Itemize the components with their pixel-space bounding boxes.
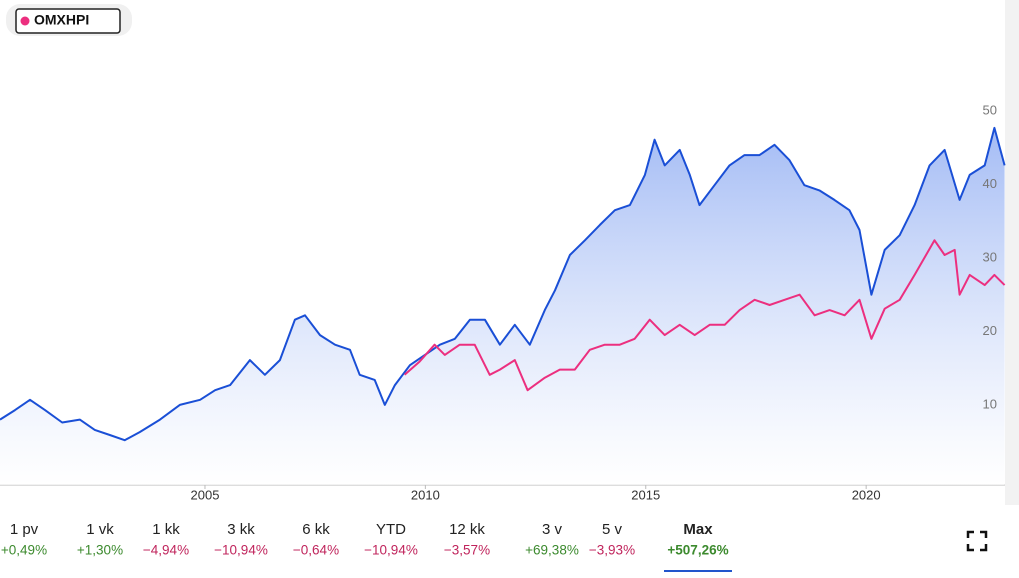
x-tick-label: 2005 — [191, 487, 220, 502]
period-change: −3,93% — [589, 543, 635, 558]
line — [403, 239, 1006, 392]
period-button[interactable]: 1 pv +0,49% — [1, 521, 47, 558]
period-label: 1 vk — [86, 521, 114, 538]
period-button[interactable]: Max +507,26% — [664, 521, 732, 572]
x-tick-label: 2015 — [631, 487, 660, 502]
period-label: 1 pv — [10, 521, 39, 538]
period-change: +507,26% — [667, 543, 728, 558]
period-label: 6 kk — [302, 521, 330, 538]
period-button[interactable]: 1 vk +1,30% — [77, 521, 123, 558]
period-label: 3 v — [542, 521, 563, 538]
plot — [0, 126, 1006, 486]
period-button[interactable]: 3 v +69,38% — [525, 521, 579, 558]
y-tick-label: 10 — [983, 396, 997, 411]
period-label: Max — [683, 521, 713, 538]
legend-dot — [20, 16, 30, 26]
period-change: −10,94% — [364, 543, 418, 558]
period-change: −0,64% — [293, 543, 339, 558]
y-tick-label: 30 — [983, 249, 997, 264]
period-change: +1,30% — [77, 543, 123, 558]
fullscreen-icon[interactable] — [966, 530, 988, 552]
legend-label: OMXHPI — [34, 12, 89, 28]
y-tick-label: 20 — [983, 323, 997, 338]
period-button[interactable]: YTD −10,94% — [364, 521, 418, 558]
y-tick-label: 40 — [983, 176, 997, 191]
period-label: 1 kk — [152, 521, 180, 538]
period-label: 3 kk — [227, 521, 255, 538]
period-change: −3,57% — [444, 543, 490, 558]
period-button[interactable]: 12 kk −3,57% — [444, 521, 490, 558]
period-change: −4,94% — [143, 543, 189, 558]
line — [0, 126, 1006, 442]
period-change: +69,38% — [525, 543, 579, 558]
x-tick-label: 2010 — [411, 487, 440, 502]
area — [0, 127, 1005, 486]
scroll-strip — [1005, 0, 1019, 505]
period-button[interactable]: 1 kk −4,94% — [143, 521, 189, 558]
period-change: +0,49% — [1, 543, 47, 558]
period-label: YTD — [376, 521, 406, 538]
period-change: −10,94% — [214, 543, 268, 558]
period-label: 5 v — [602, 521, 623, 538]
selected-underline — [664, 570, 732, 572]
period-button[interactable]: 3 kk −10,94% — [214, 521, 268, 558]
y-tick-label: 50 — [983, 102, 997, 117]
period-button[interactable]: 5 v −3,93% — [589, 521, 635, 558]
period-button[interactable]: 6 kk −0,64% — [293, 521, 339, 558]
legend-chip[interactable] — [15, 8, 121, 34]
x-tick-label: 2020 — [852, 487, 881, 502]
period-label: 12 kk — [449, 521, 485, 538]
